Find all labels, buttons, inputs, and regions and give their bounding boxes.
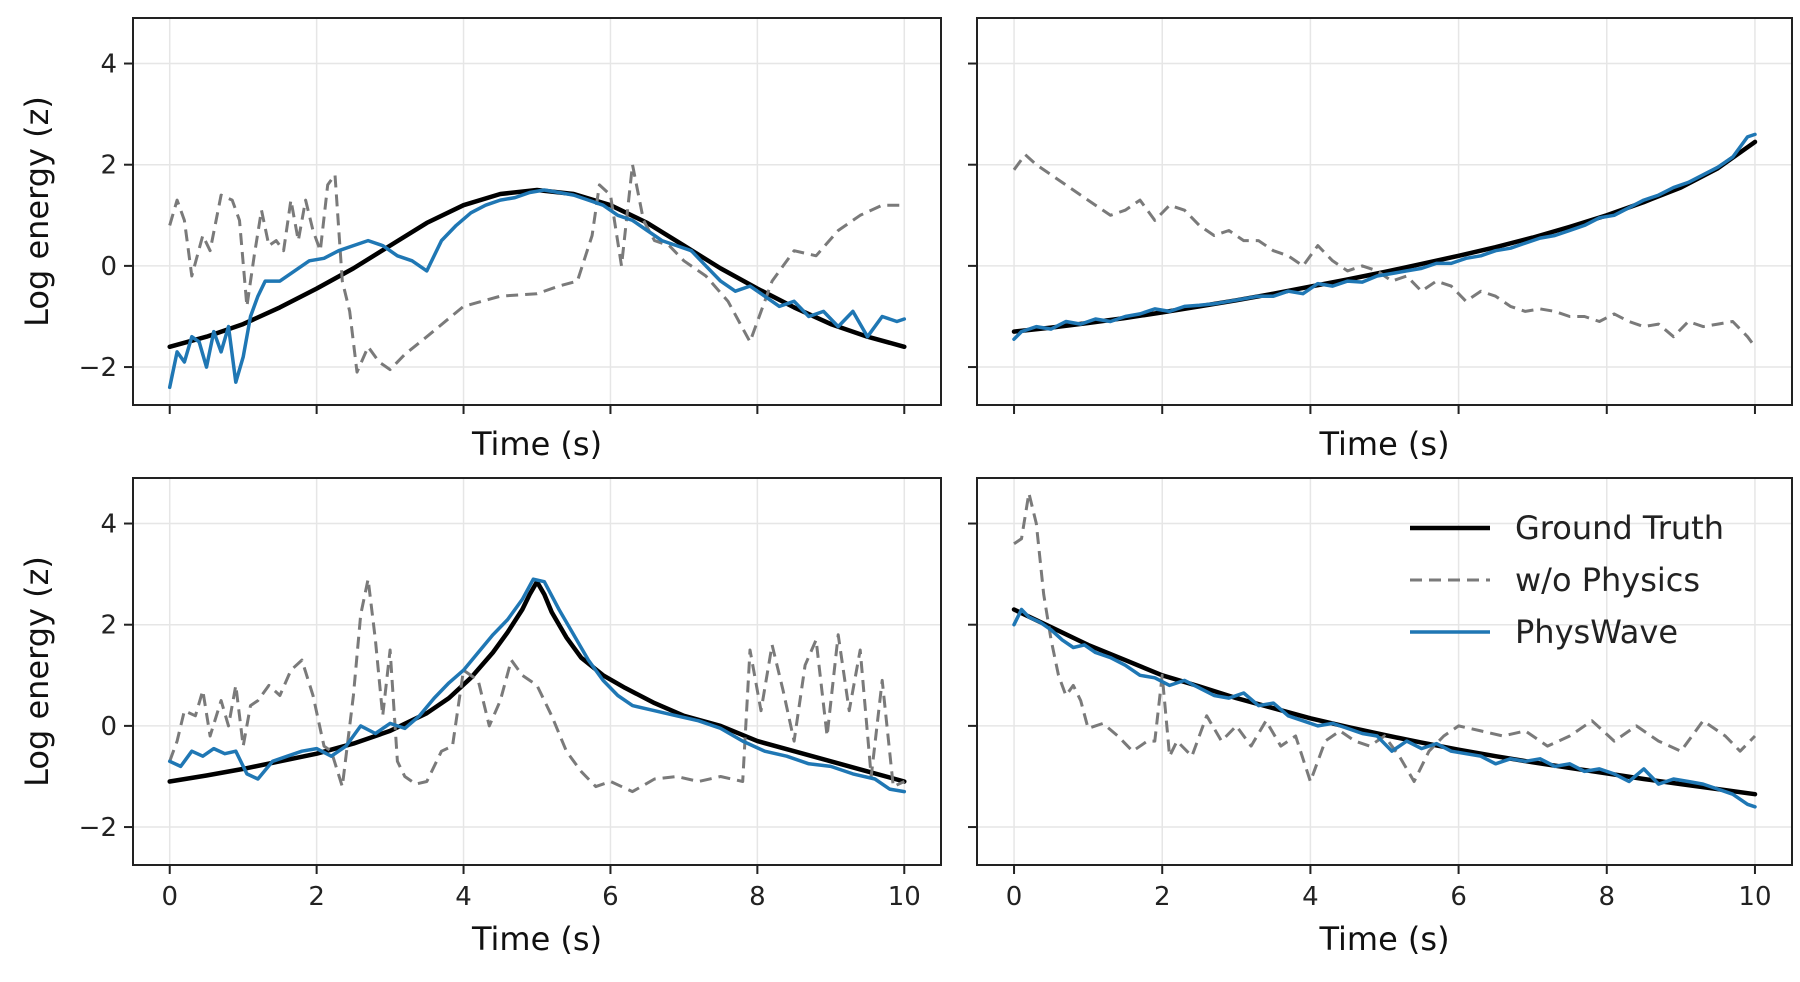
x-axis-label: Time (s)	[471, 425, 602, 463]
plot-area	[1011, 491, 1758, 809]
y-axis-label: Log energy (z)	[18, 556, 56, 787]
x-tick-label: 10	[1738, 882, 1771, 912]
legend-label-physwave: PhysWave	[1515, 613, 1678, 651]
panel-bottom-left: 0 2 4 6 8 10 −2 0 2 4 Time (s) Log energy (z)	[18, 477, 942, 958]
axes-frame	[132, 477, 942, 866]
plot-area	[167, 163, 907, 390]
series-line-wo-physics	[168, 577, 905, 794]
plot-area	[167, 577, 907, 794]
x-tick-label: 8	[749, 882, 766, 912]
legend-label-ground-truth: Ground Truth	[1515, 509, 1724, 547]
y-tick-label: 2	[100, 611, 117, 641]
x-tick-label: 6	[1450, 882, 1467, 912]
series-line-wo-physics	[168, 163, 905, 374]
axes-frame	[976, 17, 1793, 406]
series-line-physwave	[167, 188, 907, 390]
x-tick-label: 8	[1598, 882, 1615, 912]
panel-top-left: −2 0 2 4 Time (s) Log energy (z)	[18, 17, 942, 463]
axes-frame	[132, 17, 942, 406]
y-tick-label: 2	[100, 151, 117, 181]
x-tick-label: 2	[308, 882, 325, 912]
panel-bottom-right: 0 2 4 6 8 10 Time (s)	[968, 477, 1793, 958]
series-line-ground-truth	[1011, 139, 1758, 334]
y-tick-label: 4	[100, 50, 117, 80]
x-tick-label: 4	[1302, 882, 1319, 912]
axes-frame	[976, 477, 1793, 866]
x-axis-label: Time (s)	[1318, 920, 1449, 958]
y-axis-label: Log energy (z)	[18, 96, 56, 327]
panel-top-right: Time (s)	[968, 17, 1793, 463]
x-tick-label: 4	[455, 882, 472, 912]
x-tick-label: 6	[602, 882, 619, 912]
x-tick-label: 2	[1154, 882, 1171, 912]
y-tick-label: −2	[79, 813, 117, 843]
series-line-ground-truth	[167, 579, 907, 784]
series-line-physwave	[167, 577, 907, 794]
y-tick-label: 0	[100, 712, 117, 742]
y-tick-label: 0	[100, 252, 117, 282]
x-axis-label: Time (s)	[471, 920, 602, 958]
y-tick-label: −2	[79, 353, 117, 383]
x-tick-label: 0	[1006, 882, 1023, 912]
series-line-wo-physics	[1013, 491, 1757, 783]
y-tick-label: 4	[100, 510, 117, 540]
series-line-physwave	[1012, 132, 1757, 341]
series-line-physwave	[1012, 607, 1757, 809]
x-axis-label: Time (s)	[1318, 425, 1449, 463]
series-line-ground-truth	[167, 187, 907, 350]
plot-area	[1011, 132, 1758, 348]
legend-label-wo-physics: w/o Physics	[1515, 561, 1700, 599]
x-tick-label: 0	[161, 882, 178, 912]
legend: Ground Truth w/o Physics PhysWave	[1410, 509, 1724, 651]
x-tick-label: 10	[888, 882, 921, 912]
